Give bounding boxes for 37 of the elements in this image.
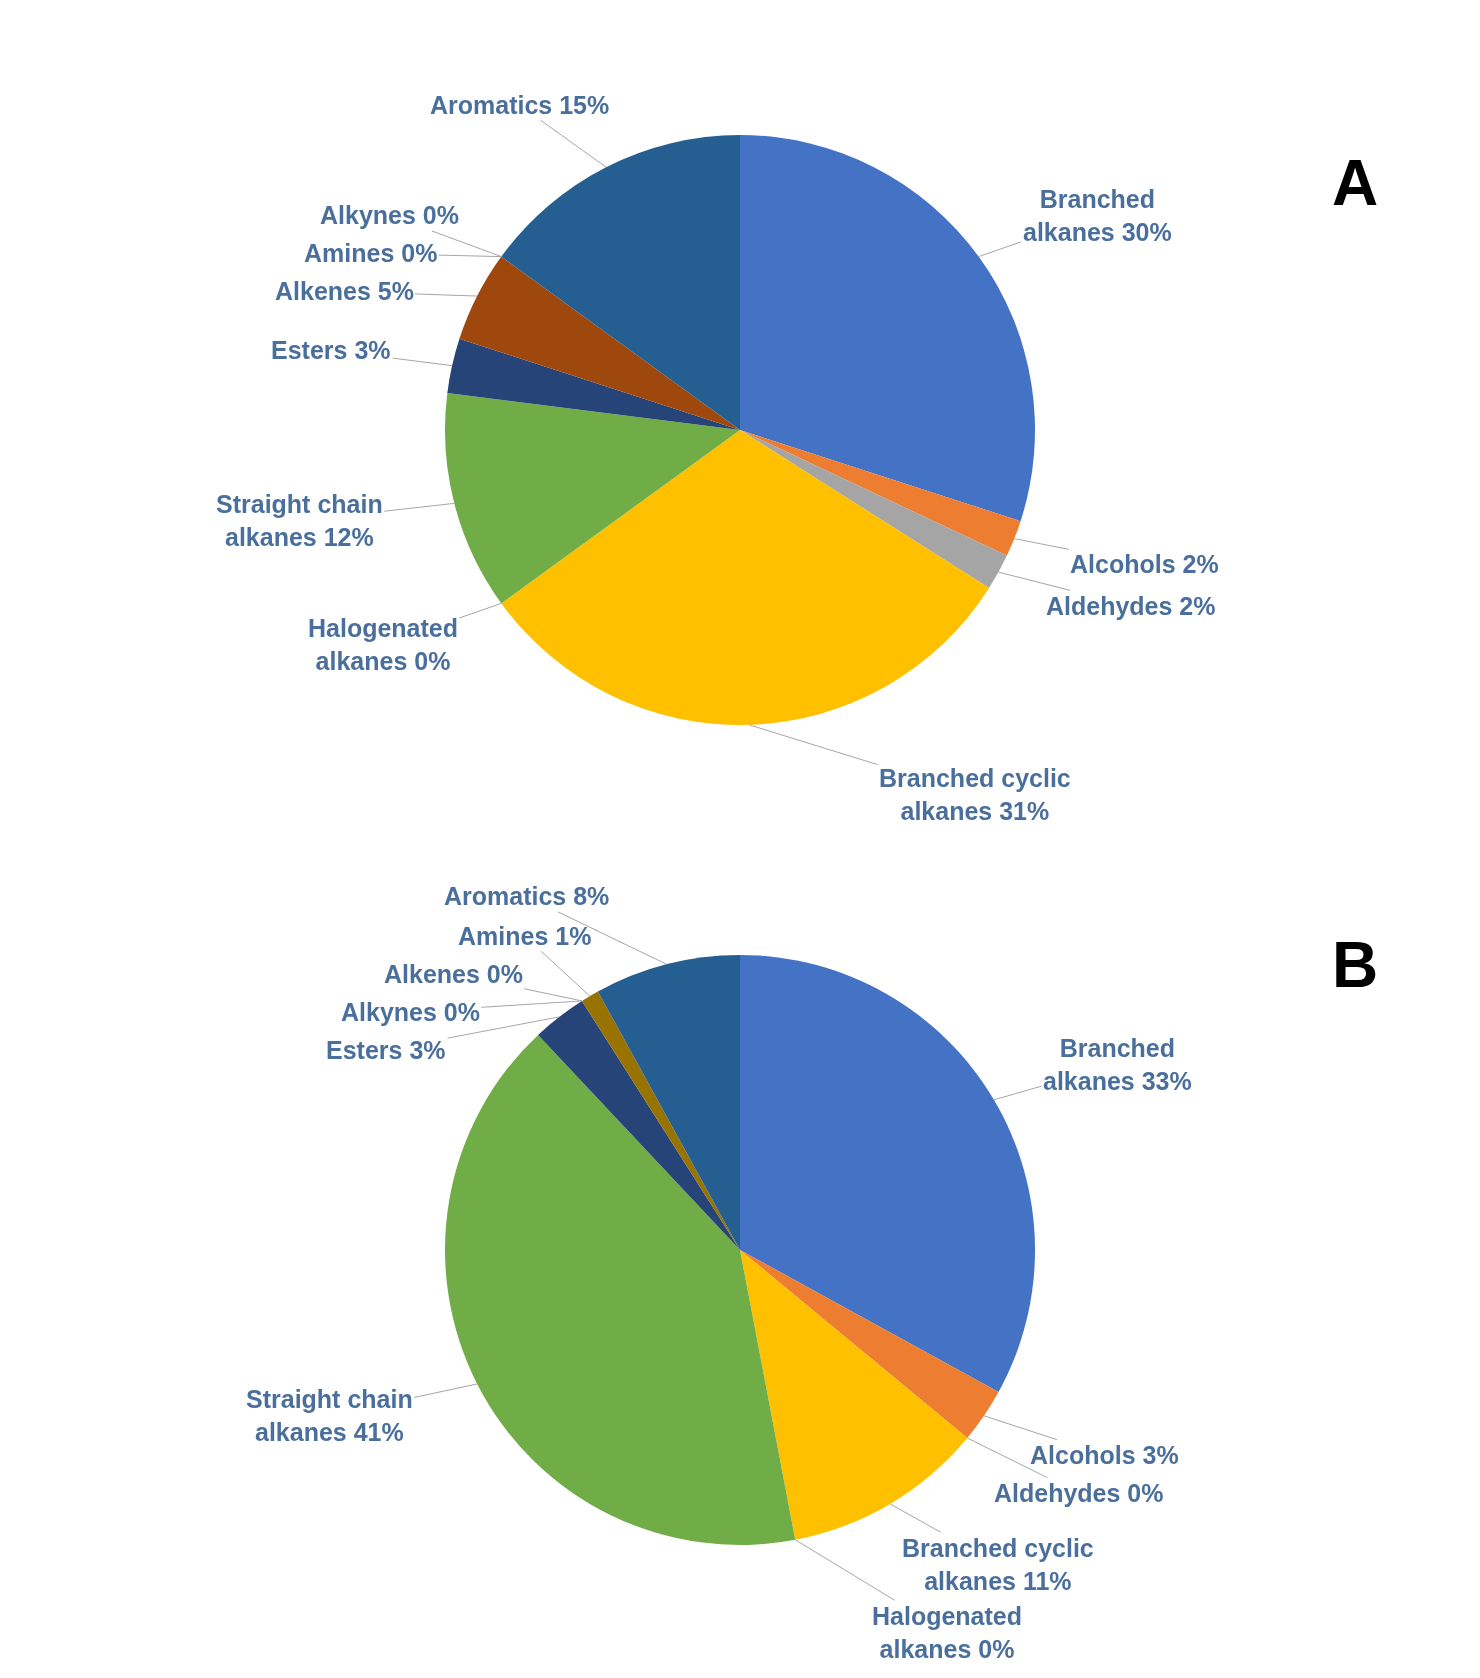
category-label: Aldehydes 0% [994,1479,1164,1507]
pie-slice [445,1034,796,1545]
slice-label: Straight chain alkanes 41% [246,1385,413,1446]
pie-slice [597,955,740,1250]
pie-slice [581,991,740,1250]
slice-label: Aldehydes 2% [1046,592,1216,620]
slice-label: Alcohols 2% [1070,550,1219,578]
slice-label: Esters 3% [326,1036,446,1064]
slice-label: Aromatics 15% [430,91,610,119]
slice-label: Branched alkanes 33% [1043,1034,1192,1095]
pie-slice [538,1000,740,1250]
slice-label: Branched cyclic alkanes 11% [902,1534,1094,1595]
pie-slice [501,430,990,725]
pie-slice [445,393,740,604]
slice-label: Esters 3% [271,336,391,364]
slice-label: Straight chain alkanes 12% [216,490,383,551]
pie-slice [740,955,1035,1393]
pie-slice [447,338,740,430]
category-label: Alkynes 0% [320,201,459,229]
pie-slice [501,135,740,430]
category-label: Alkenes 0% [384,960,523,988]
text: B [1332,929,1379,1001]
slice-label: Alkenes 5% [275,277,414,305]
pie-slice [740,1250,999,1439]
pie-slice [740,430,1021,556]
slice-label: Alcohols 3% [1030,1441,1179,1469]
category-label: Halogenated alkanes 0% [872,1602,1023,1663]
legend-label: Amines 0% [304,239,438,267]
slice-label: Branched alkanes 30% [1023,185,1172,246]
pie-slice [740,1250,968,1540]
slice-label: Amines 1% [458,922,592,950]
category-label: Halogenated alkanes 0% [308,614,459,675]
slice-label: Aromatics 8% [444,882,610,910]
slice-label: Branched cyclic alkanes 31% [879,764,1071,825]
legend-label: Alkynes 0% [341,998,480,1026]
pie-slice [459,256,740,430]
text: A [1332,147,1379,219]
